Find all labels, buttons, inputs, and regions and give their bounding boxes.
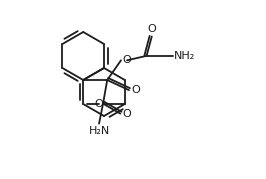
Text: NH₂: NH₂ [174, 51, 195, 61]
Text: O: O [131, 85, 140, 95]
Text: O: O [147, 23, 156, 33]
Text: H₂N: H₂N [88, 126, 110, 136]
Text: O: O [94, 99, 103, 109]
Text: O: O [122, 109, 131, 119]
Text: O: O [122, 55, 131, 65]
